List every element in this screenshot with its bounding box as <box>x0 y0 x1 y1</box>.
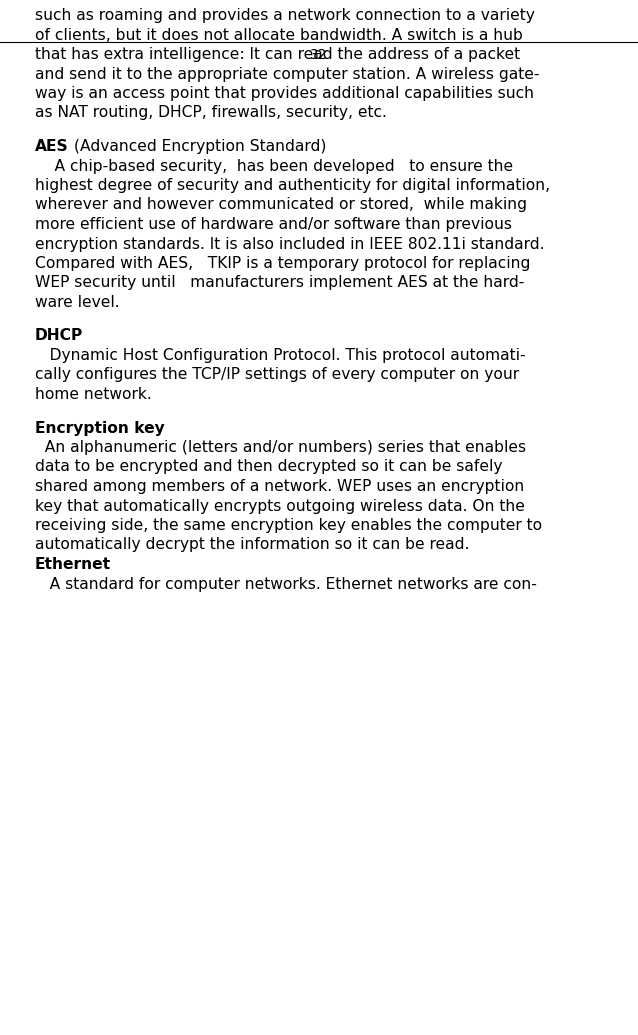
Text: Compared with AES,   TKIP is a temporary protocol for replacing: Compared with AES, TKIP is a temporary p… <box>35 256 530 271</box>
Text: as NAT routing, DHCP, firewalls, security, etc.: as NAT routing, DHCP, firewalls, securit… <box>35 106 387 120</box>
Text: Ethernet: Ethernet <box>35 557 111 572</box>
Text: way is an access point that provides additional capabilities such: way is an access point that provides add… <box>35 86 534 101</box>
Text: wherever and however communicated or stored,  while making: wherever and however communicated or sto… <box>35 198 527 212</box>
Text: receiving side, the same encryption key enables the computer to: receiving side, the same encryption key … <box>35 518 542 533</box>
Text: data to be encrypted and then decrypted so it can be safely: data to be encrypted and then decrypted … <box>35 460 503 474</box>
Text: A standard for computer networks. Ethernet networks are con-: A standard for computer networks. Ethern… <box>35 576 537 591</box>
Text: that has extra intelligence: It can read the address of a packet: that has extra intelligence: It can read… <box>35 47 520 62</box>
Text: shared among members of a network. WEP uses an encryption: shared among members of a network. WEP u… <box>35 479 524 494</box>
Text: encryption standards. It is also included in IEEE 802.11i standard.: encryption standards. It is also include… <box>35 237 544 252</box>
Text: Encryption key: Encryption key <box>35 420 165 436</box>
Text: Dynamic Host Configuration Protocol. This protocol automati-: Dynamic Host Configuration Protocol. Thi… <box>35 348 526 363</box>
Text: more efficient use of hardware and/or software than previous: more efficient use of hardware and/or so… <box>35 217 512 232</box>
Text: WEP security until   manufacturers implement AES at the hard-: WEP security until manufacturers impleme… <box>35 275 524 291</box>
Text: AES: AES <box>35 139 69 154</box>
Text: automatically decrypt the information so it can be read.: automatically decrypt the information so… <box>35 537 470 553</box>
Text: ware level.: ware level. <box>35 295 120 310</box>
Text: and send it to the appropriate computer station. A wireless gate-: and send it to the appropriate computer … <box>35 66 540 82</box>
Text: of clients, but it does not allocate bandwidth. A switch is a hub: of clients, but it does not allocate ban… <box>35 28 523 42</box>
Text: cally configures the TCP/IP settings of every computer on your: cally configures the TCP/IP settings of … <box>35 367 519 383</box>
Text: home network.: home network. <box>35 387 152 402</box>
Text: An alphanumeric (letters and/or numbers) series that enables: An alphanumeric (letters and/or numbers)… <box>35 440 526 455</box>
Text: such as roaming and provides a network connection to a variety: such as roaming and provides a network c… <box>35 8 535 23</box>
Text: DHCP: DHCP <box>35 328 83 344</box>
Text: key that automatically encrypts outgoing wireless data. On the: key that automatically encrypts outgoing… <box>35 499 525 513</box>
Text: highest degree of security and authenticity for digital information,: highest degree of security and authentic… <box>35 178 550 193</box>
Text: (Advanced Encryption Standard): (Advanced Encryption Standard) <box>69 139 326 154</box>
Text: 32: 32 <box>310 48 328 62</box>
Text: A chip-based security,  has been developed   to ensure the: A chip-based security, has been develope… <box>35 158 513 174</box>
